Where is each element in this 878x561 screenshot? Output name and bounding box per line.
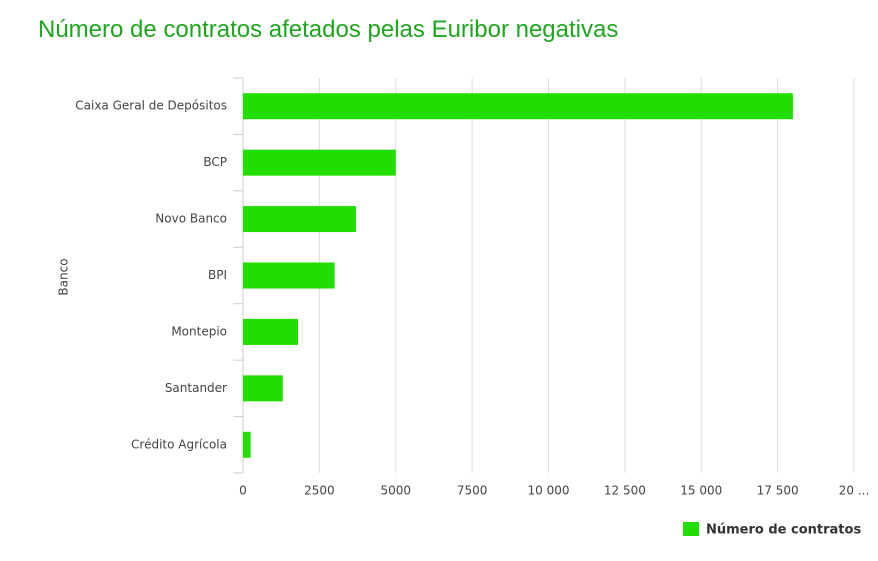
x-tick-label: 17 500 bbox=[757, 484, 799, 498]
x-tick-label: 7500 bbox=[457, 484, 488, 498]
y-tick-label: Caixa Geral de Depósitos bbox=[75, 99, 227, 113]
y-tick-label: Santander bbox=[165, 381, 227, 395]
y-axis-title: Banco bbox=[57, 258, 71, 295]
x-tick-label: 0 bbox=[239, 484, 247, 498]
x-tick-label: 5000 bbox=[380, 484, 411, 498]
bar bbox=[243, 262, 335, 289]
bar bbox=[243, 431, 251, 458]
chart-title: Número de contratos afetados pelas Eurib… bbox=[38, 16, 618, 43]
bar bbox=[243, 93, 793, 120]
bar bbox=[243, 206, 357, 233]
bar bbox=[243, 318, 298, 345]
legend-label: Número de contratos bbox=[706, 523, 861, 538]
legend-swatch bbox=[683, 522, 699, 536]
y-tick-label: BCP bbox=[203, 155, 227, 169]
bar bbox=[243, 149, 396, 176]
y-tick-label: BPI bbox=[208, 268, 227, 282]
x-tick-label: 2500 bbox=[304, 484, 335, 498]
y-tick-label: Novo Banco bbox=[155, 212, 227, 226]
y-tick-label: Crédito Agrícola bbox=[131, 437, 227, 451]
x-tick-label: 10 000 bbox=[528, 484, 570, 498]
x-tick-label: 20 ... bbox=[839, 484, 870, 498]
y-tick-label: Montepio bbox=[171, 324, 227, 338]
bar bbox=[243, 375, 283, 402]
x-tick-label: 12 500 bbox=[604, 484, 646, 498]
x-tick-label: 15 000 bbox=[680, 484, 722, 498]
